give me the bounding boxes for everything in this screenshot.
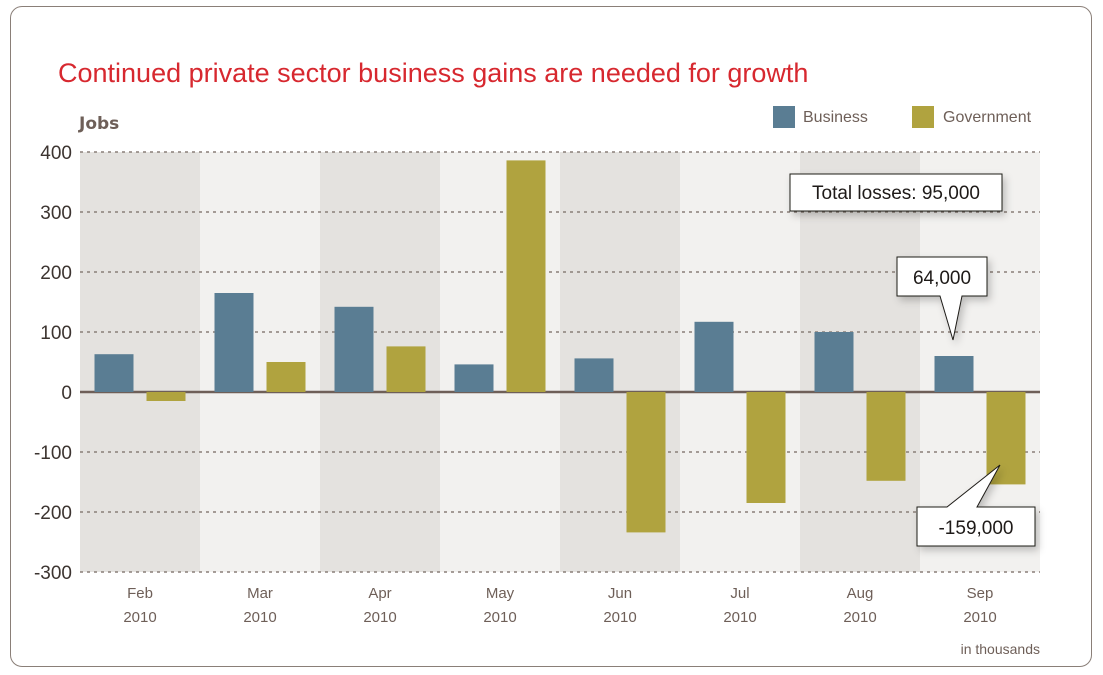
x-tick-label-year: 2010 — [363, 609, 396, 626]
callout-total-losses-text: Total losses: 95,000 — [812, 183, 980, 204]
y-axis-label: Jobs — [78, 114, 119, 134]
bar-business-jul — [694, 321, 734, 392]
bar-government-feb — [146, 392, 186, 401]
bar-government-aug — [866, 392, 906, 481]
bar-business-mar — [214, 293, 254, 392]
bar-business-sep — [934, 356, 974, 392]
callout-government-sep — [916, 464, 1036, 547]
x-tick-label-month: Jun — [608, 585, 632, 602]
legend-swatch-business — [773, 106, 795, 128]
legend-label-government: Government — [943, 109, 1032, 126]
y-tick-label: 400 — [40, 143, 72, 164]
bar-government-mar — [266, 362, 306, 392]
x-tick-label-month: Feb — [127, 585, 153, 602]
callout-business-sep — [896, 256, 988, 341]
bar-government-jul — [746, 392, 786, 503]
legend-swatch-government — [912, 106, 934, 128]
x-tick-label-year: 2010 — [723, 609, 756, 626]
x-tick-label-month: Jul — [730, 585, 749, 602]
bar-government-sep — [986, 392, 1026, 485]
callout-business-sep-text: 64,000 — [913, 268, 971, 289]
x-tick-label-month: Aug — [847, 585, 874, 602]
x-tick-label-month: May — [486, 585, 515, 602]
legend: Business Government — [773, 106, 1032, 128]
bar-business-aug — [814, 332, 854, 392]
x-tick-label-year: 2010 — [843, 609, 876, 626]
x-tick-label-year: 2010 — [483, 609, 516, 626]
bar-business-apr — [334, 306, 374, 392]
x-tick-label-year: 2010 — [603, 609, 636, 626]
y-tick-label: -300 — [34, 563, 72, 584]
bar-business-feb — [94, 354, 134, 392]
bar-government-jun — [626, 392, 666, 533]
y-tick-label: -200 — [34, 503, 72, 524]
y-tick-label: 0 — [61, 383, 72, 404]
y-tick-label: 300 — [40, 203, 72, 224]
callout-total-losses — [789, 173, 1003, 212]
x-tick-label-month: Apr — [368, 585, 391, 602]
bar-government-may — [506, 160, 546, 392]
x-tick-labels: Feb 2010 Mar 2010 Apr 2010 May 2010 Jun 2010 Jul 20… — [123, 585, 996, 626]
y-tick-labels: 400 300 200 100 0 -100 -200 -300 — [34, 143, 72, 584]
x-tick-label-year: 2010 — [963, 609, 996, 626]
callout-government-sep-text: -159,000 — [938, 518, 1013, 539]
x-tick-label-month: Mar — [247, 585, 273, 602]
bar-business-may — [454, 364, 494, 392]
bar-business-jun — [574, 358, 614, 392]
y-tick-label: 200 — [40, 263, 72, 284]
bar-government-apr — [386, 346, 426, 392]
y-tick-label: 100 — [40, 323, 72, 344]
chart-title: Continued private sector business gains … — [58, 58, 808, 88]
y-tick-label: -100 — [34, 443, 72, 464]
x-tick-label-year: 2010 — [243, 609, 276, 626]
unit-note: in thousands — [961, 641, 1040, 657]
x-tick-label-year: 2010 — [123, 609, 156, 626]
legend-label-business: Business — [803, 109, 868, 126]
x-tick-label-month: Sep — [967, 585, 994, 602]
bars — [94, 160, 1026, 533]
